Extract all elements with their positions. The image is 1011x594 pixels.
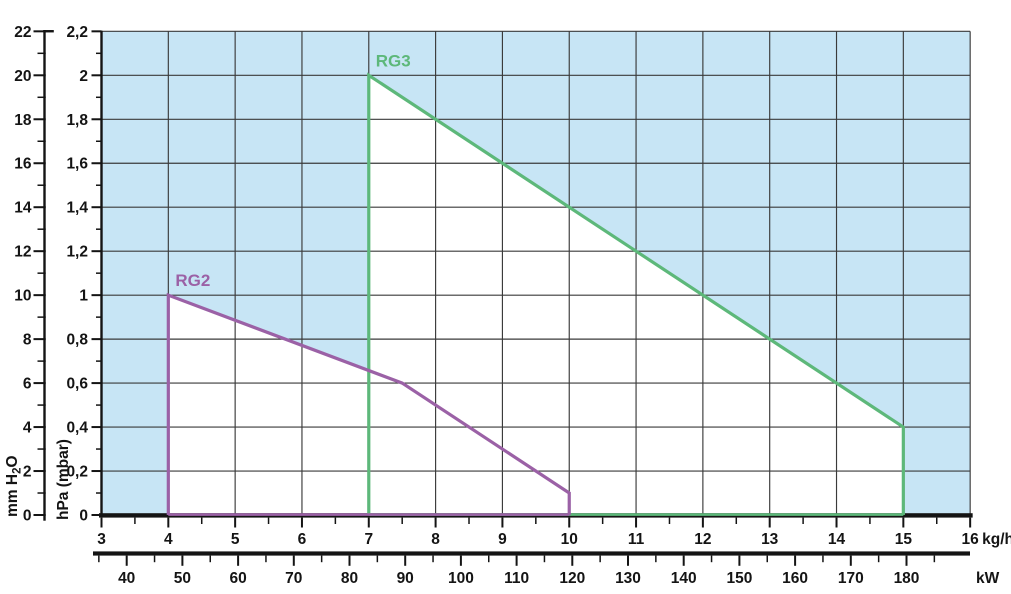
kw-tick-label: 60 <box>229 570 246 587</box>
rg3-curve <box>367 72 905 515</box>
mm-tick-label: 22 <box>14 24 31 41</box>
hpa-tick-label: 1,8 <box>66 112 88 129</box>
kgh-tick-label: 5 <box>231 531 240 548</box>
kw-axis-unit: kW <box>976 570 1000 587</box>
kw-tick-label: 50 <box>174 570 191 587</box>
hpa-tick-label: 0,8 <box>66 332 88 349</box>
mm-tick-label: 8 <box>23 332 32 349</box>
hpa-tick-label: 0,4 <box>66 420 88 437</box>
mm-axis: 0 2 4 6 8 10 12 14 16 18 20 22 <box>14 24 54 525</box>
mm-tick-label: 4 <box>23 420 32 437</box>
mm-tick-label: 6 <box>23 376 32 393</box>
kgh-tick-label: 13 <box>761 531 779 548</box>
kw-tick-label: 120 <box>559 570 585 587</box>
kw-tick-label: 140 <box>671 570 697 587</box>
rg3-label: RG3 <box>376 51 411 70</box>
kgh-tick-label: 8 <box>431 531 440 548</box>
kw-tick-label: 40 <box>118 570 135 587</box>
kw-tick-label: 160 <box>782 570 808 587</box>
mm-tick-label: 20 <box>14 68 31 85</box>
kgh-tick-label: 9 <box>498 531 507 548</box>
hpa-tick-label: 0,6 <box>66 376 88 393</box>
mm-tick-label: 18 <box>14 112 32 129</box>
rg2-label: RG2 <box>175 271 210 290</box>
hpa-tick-label: 2 <box>79 68 88 85</box>
hpa-tick-label: 1,2 <box>66 244 88 261</box>
kw-tick-label: 130 <box>615 570 641 587</box>
mm-axis-title: mm H2O <box>4 455 24 517</box>
hpa-tick-label: 0 <box>79 508 88 525</box>
hpa-axis-title: hPa (mbar) <box>55 439 72 520</box>
kgh-tick-label: 7 <box>364 531 373 548</box>
kw-tick-label: 90 <box>397 570 414 587</box>
mm-tick-label: 2 <box>23 464 32 481</box>
mm-tick-label: 0 <box>23 508 32 525</box>
mm-tick-label: 16 <box>14 156 32 173</box>
kgh-tick-label: 3 <box>97 531 106 548</box>
kgh-tick-label: 6 <box>298 531 307 548</box>
mm-tick-label: 10 <box>14 288 31 305</box>
kgh-tick-label: 16 <box>962 531 980 548</box>
kgh-tick-label: 10 <box>561 531 578 548</box>
kgh-axis-unit: kg/h <box>982 531 1011 548</box>
kgh-axis: 3 4 5 6 7 8 9 10 11 12 13 14 15 16 <box>97 517 980 548</box>
rg2-curve <box>166 292 571 515</box>
kw-axis-line <box>93 551 970 556</box>
kw-tick-label: 110 <box>504 570 529 587</box>
kw-tick-label: 150 <box>726 570 752 587</box>
hpa-tick-label: 1 <box>79 288 88 305</box>
kgh-tick-label: 12 <box>694 531 711 548</box>
hpa-tick-label: 2,2 <box>66 24 88 41</box>
hpa-tick-label: 1,4 <box>66 200 88 217</box>
hpa-axis: 0 0,2 0,4 0,6 0,8 1 1,2 1,4 1,6 1,8 2 2,2 <box>66 24 102 525</box>
kw-tick-label: 70 <box>285 570 302 587</box>
kw-tick-label: 170 <box>838 570 864 587</box>
mm-axis-line <box>43 30 46 521</box>
kw-tick-label: 100 <box>448 570 474 587</box>
mm-tick-label: 12 <box>14 244 31 261</box>
kw-axis: 40 50 60 70 80 90 100 110 120 130 140 150 160 170 180 <box>93 551 970 587</box>
kgh-tick-label: 15 <box>895 531 913 548</box>
hpa-tick-label: 1,6 <box>66 156 88 173</box>
kgh-tick-label: 14 <box>828 531 846 548</box>
kw-tick-label: 180 <box>894 570 920 587</box>
mm-tick-label: 14 <box>14 200 32 217</box>
kgh-tick-label: 11 <box>628 531 645 548</box>
mm-axis-top-cap <box>43 30 54 33</box>
kgh-tick-label: 4 <box>164 531 173 548</box>
kw-tick-label: 80 <box>341 570 358 587</box>
hpa-tick-label: 0,2 <box>66 464 88 481</box>
